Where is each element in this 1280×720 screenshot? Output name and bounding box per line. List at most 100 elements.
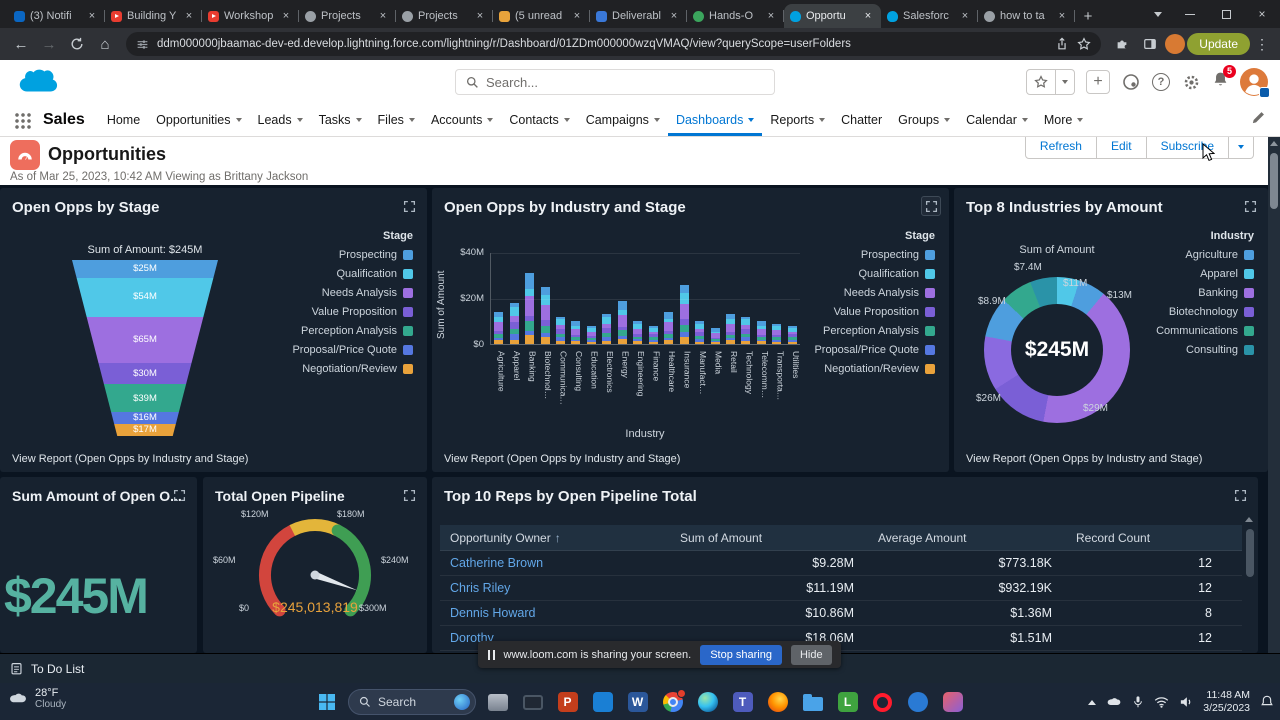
legend-item[interactable]: Qualification xyxy=(292,268,413,280)
browser-menu-icon[interactable]: ⋮ xyxy=(1255,35,1269,52)
bar-plot[interactable] xyxy=(490,253,800,345)
tab-close-icon[interactable]: × xyxy=(1058,10,1066,22)
column-header-count[interactable]: Record Count xyxy=(1076,530,1151,545)
update-button[interactable]: Update xyxy=(1187,33,1250,55)
bar-column[interactable] xyxy=(769,253,784,344)
bookmark-star-icon[interactable] xyxy=(1077,37,1091,51)
refresh-button[interactable]: Refresh xyxy=(1024,137,1097,159)
more-actions-button[interactable] xyxy=(1229,137,1254,159)
legend-item[interactable]: Agriculture xyxy=(1156,249,1254,261)
legend-item[interactable]: Apparel xyxy=(1156,268,1254,280)
taskbar-app-edge[interactable] xyxy=(694,689,721,716)
funnel-segment[interactable]: $54M xyxy=(72,277,218,317)
taskbar-app-libreoffice[interactable]: L xyxy=(834,689,861,716)
owner-link[interactable]: Catherine Brown xyxy=(450,556,544,570)
nav-item-chatter[interactable]: Chatter xyxy=(833,104,890,136)
bar-column[interactable] xyxy=(661,253,676,344)
browser-tab[interactable]: Projects × xyxy=(396,4,493,28)
gauge-chart[interactable]: $0 $60M $120M $180M $240M $300M $245,013,819 xyxy=(213,503,417,649)
user-avatar[interactable] xyxy=(1240,68,1270,98)
nav-item-opportunities[interactable]: Opportunities xyxy=(148,104,249,136)
favorites-button[interactable] xyxy=(1026,69,1075,95)
legend-item[interactable]: Needs Analysis xyxy=(814,287,935,299)
funnel-segment[interactable]: $17M xyxy=(72,423,218,436)
bar-column[interactable] xyxy=(630,253,645,344)
nav-item-tasks[interactable]: Tasks xyxy=(311,104,370,136)
browser-tab[interactable]: Workshop × xyxy=(202,4,299,28)
nav-item-home[interactable]: Home xyxy=(99,104,148,136)
browser-tab[interactable]: Salesforc × xyxy=(881,4,978,28)
taskbar-app-thunderbird[interactable] xyxy=(904,689,931,716)
column-header-sum[interactable]: Sum of Amount xyxy=(680,530,763,545)
browser-tab[interactable]: Deliverabl × xyxy=(590,4,687,28)
funnel-segment[interactable]: $16M xyxy=(72,412,218,424)
tray-chevron-up-icon[interactable] xyxy=(1088,699,1097,705)
edit-page-pencil-icon[interactable] xyxy=(1251,110,1266,130)
table-row[interactable]: Chris Riley $11.19M $932.19K 12 xyxy=(440,576,1242,601)
legend-item[interactable]: Prospecting xyxy=(814,249,935,261)
expand-icon[interactable] xyxy=(1240,196,1260,216)
bar-column[interactable] xyxy=(568,253,583,344)
bar-column[interactable] xyxy=(723,253,738,344)
tab-close-icon[interactable]: × xyxy=(282,10,290,22)
funnel-segment[interactable]: $25M xyxy=(72,260,218,278)
browser-tab[interactable]: Building Y × xyxy=(105,4,202,28)
legend-item[interactable]: Qualification xyxy=(814,268,935,280)
page-scrollbar[interactable] xyxy=(1268,137,1280,653)
app-launcher-icon[interactable] xyxy=(14,111,31,129)
funnel-chart[interactable]: $25M $54M $65M $30M $39M $16M $17M xyxy=(72,260,218,436)
browser-profile-avatar[interactable] xyxy=(1165,34,1186,54)
bar-column[interactable] xyxy=(522,253,537,344)
legend-item[interactable]: Value Proposition xyxy=(814,306,935,318)
column-header-owner[interactable]: Opportunity Owner ↑ xyxy=(450,530,561,545)
notifications-button[interactable]: 5 xyxy=(1212,65,1236,93)
legend-item[interactable]: Negotiation/Review xyxy=(292,363,413,375)
expand-icon[interactable] xyxy=(1230,485,1250,505)
taskbar-search[interactable]: Search xyxy=(348,689,476,715)
extensions-puzzle-icon[interactable] xyxy=(1109,31,1135,57)
table-row[interactable]: Dennis Howard $10.86M $1.36M 8 xyxy=(440,601,1242,626)
expand-icon[interactable] xyxy=(399,196,419,216)
scrollbar-thumb[interactable] xyxy=(1270,153,1278,209)
bar-column[interactable] xyxy=(584,253,599,344)
window-minimize-button[interactable] xyxy=(1172,0,1208,28)
tab-close-icon[interactable]: × xyxy=(476,10,484,22)
tab-close-icon[interactable]: × xyxy=(961,10,969,22)
global-actions-button[interactable]: + xyxy=(1086,70,1110,94)
tab-search-button[interactable] xyxy=(1144,0,1172,28)
legend-item[interactable]: Needs Analysis xyxy=(292,287,413,299)
nav-item-more[interactable]: More xyxy=(1036,104,1091,136)
nav-item-campaigns[interactable]: Campaigns xyxy=(578,104,668,136)
help-button[interactable]: ? xyxy=(1152,73,1170,91)
nav-item-contacts[interactable]: Contacts xyxy=(501,104,577,136)
browser-tab[interactable]: Opportu × xyxy=(784,4,881,28)
column-header-average[interactable]: Average Amount xyxy=(878,530,967,545)
legend-item[interactable]: Communications xyxy=(1156,325,1254,337)
legend-item[interactable]: Consulting xyxy=(1156,344,1254,356)
network-wifi-icon[interactable] xyxy=(1154,696,1169,708)
taskbar-app-powerpoint[interactable]: P xyxy=(554,689,581,716)
taskbar-app-opera[interactable] xyxy=(869,689,896,716)
setup-button[interactable] xyxy=(1181,72,1201,92)
forward-button[interactable]: → xyxy=(41,35,57,53)
legend-item[interactable]: Negotiation/Review xyxy=(814,363,935,375)
nav-item-files[interactable]: Files xyxy=(370,104,423,136)
view-report-link[interactable]: View Report (Open Opps by Industry and S… xyxy=(12,453,249,465)
bar-column[interactable] xyxy=(707,253,722,344)
browser-tab[interactable]: Hands-O × xyxy=(687,4,784,28)
legend-item[interactable]: Biotechnology xyxy=(1156,306,1254,318)
start-button[interactable] xyxy=(314,689,340,715)
table-row[interactable]: Catherine Brown $9.28M $773.18K 12 xyxy=(440,551,1242,576)
table-scroll-up-icon[interactable] xyxy=(1245,517,1253,522)
edit-button[interactable]: Edit xyxy=(1096,137,1147,159)
guidance-center-button[interactable] xyxy=(1121,72,1141,92)
bar-column[interactable] xyxy=(738,253,753,344)
home-button[interactable]: ⌂ xyxy=(100,35,110,53)
view-report-link[interactable]: View Report (Open Opps by Industry and S… xyxy=(966,453,1203,465)
bar-column[interactable] xyxy=(599,253,614,344)
subscribe-button[interactable]: Subscribe xyxy=(1146,137,1229,159)
scroll-up-icon[interactable] xyxy=(1270,141,1278,146)
tab-close-icon[interactable]: × xyxy=(864,10,872,22)
taskbar-clock[interactable]: 11:48 AM 3/25/2023 xyxy=(1203,689,1250,715)
global-search-input[interactable]: Search... xyxy=(455,69,775,95)
